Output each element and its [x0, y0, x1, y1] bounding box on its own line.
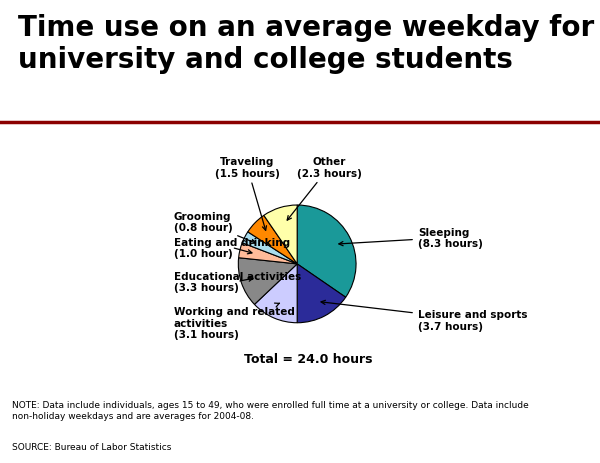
Text: Time use on an average weekday for full-time
university and college students: Time use on an average weekday for full-… [18, 14, 600, 74]
Text: Sleeping
(8.3 hours): Sleeping (8.3 hours) [339, 227, 483, 249]
Text: Total = 24.0 hours: Total = 24.0 hours [244, 352, 372, 365]
Wedge shape [264, 206, 297, 264]
Text: Educational activities
(3.3 hours): Educational activities (3.3 hours) [173, 271, 301, 293]
Text: Leisure and sports
(3.7 hours): Leisure and sports (3.7 hours) [321, 300, 527, 331]
Text: Traveling
(1.5 hours): Traveling (1.5 hours) [215, 156, 280, 231]
Text: Working and related
activities
(3.1 hours): Working and related activities (3.1 hour… [173, 303, 295, 340]
Text: SOURCE: Bureau of Labor Statistics: SOURCE: Bureau of Labor Statistics [12, 442, 172, 451]
Wedge shape [238, 258, 297, 305]
Wedge shape [297, 206, 356, 298]
Text: Eating and drinking
(1.0 hour): Eating and drinking (1.0 hour) [173, 237, 290, 259]
Text: Grooming
(0.8 hour): Grooming (0.8 hour) [173, 211, 256, 244]
Text: Other
(2.3 hours): Other (2.3 hours) [287, 156, 362, 221]
Text: NOTE: Data include individuals, ages 15 to 49, who were enrolled full time at a : NOTE: Data include individuals, ages 15 … [12, 400, 529, 420]
Wedge shape [242, 232, 297, 264]
Wedge shape [297, 264, 346, 323]
Wedge shape [248, 216, 297, 264]
Wedge shape [239, 243, 297, 264]
Wedge shape [254, 264, 297, 323]
